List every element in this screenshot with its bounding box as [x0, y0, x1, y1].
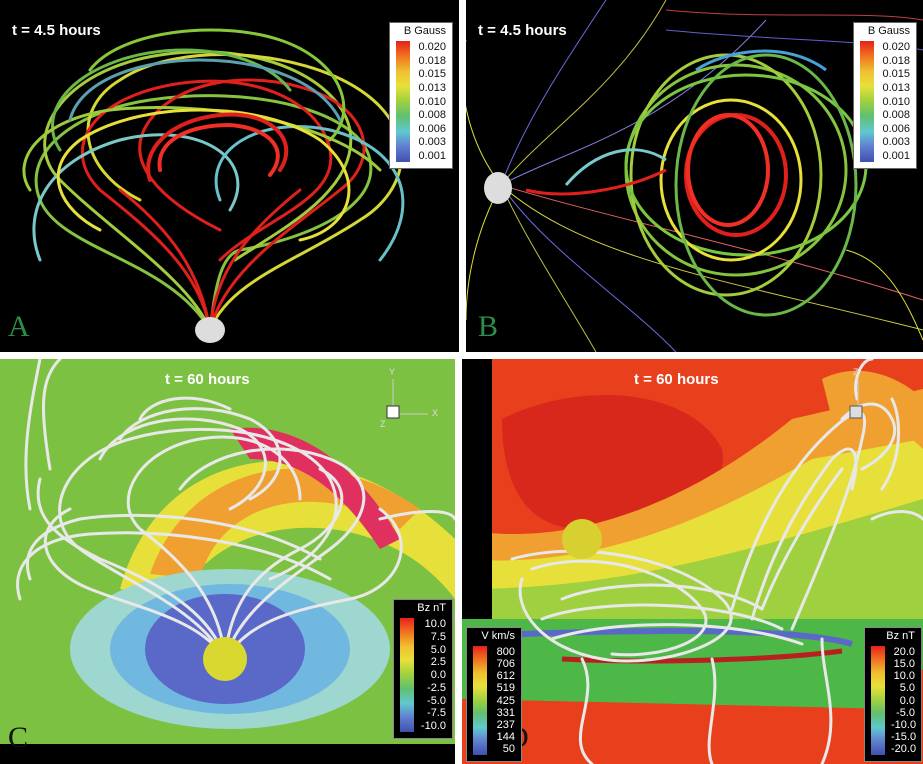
- legDB-tick-label: -10.0: [891, 718, 917, 731]
- panel-d-time-label: t = 60 hours: [634, 371, 719, 388]
- legDV-tick-label: 237: [496, 718, 515, 731]
- legend-d-bz: Bz nT 20.0 15.0 10.0 5.0 0.0 -5.0 -10.0 -15.0 -20…: [864, 627, 922, 762]
- panel-c-letter: C: [8, 721, 29, 754]
- legDB-title: Bz nT: [886, 630, 915, 642]
- panel-c-axis-z-label: Z: [380, 419, 386, 429]
- legend-a: B Gauss 0.020 0.018 0.015 0.013 0.010 0.008 0.0…: [389, 22, 453, 169]
- legC-title: Bz nT: [417, 602, 446, 614]
- legDB-tick-label: 5.0: [899, 682, 915, 695]
- legC-tick-label: -5.0: [427, 694, 446, 707]
- legC-tick-label: -7.5: [427, 707, 446, 720]
- legDV-tick-label: 612: [496, 670, 515, 683]
- legA-tick-label: 0.018: [418, 54, 446, 67]
- legA-tick-label: 0.010: [418, 95, 446, 108]
- legB-tick-label: 0.008: [882, 109, 910, 122]
- legDV-tick-label: 425: [496, 694, 515, 707]
- legB-tick-label: 0.020: [882, 41, 910, 53]
- panel-c-axis-y-label: Y: [389, 367, 396, 377]
- panel-b-letter: B: [478, 310, 499, 343]
- legB-tick-label: 0.010: [882, 95, 910, 108]
- legB-tick-label: 0.003: [882, 136, 910, 149]
- panel-c-axis-x-label: X: [432, 408, 439, 418]
- legDV-color-bar: [473, 646, 487, 755]
- legend-c: Bz nT 10.0 7.5 5.0 2.5 0.0 -2.5 -5.0 -7.5 -10.0: [393, 599, 453, 739]
- legB-tick-label: 0.006: [882, 122, 910, 135]
- legDB-tick-label: -5.0: [896, 706, 915, 719]
- legC-tick-label: 0.0: [430, 669, 446, 681]
- legB-tick-label: 0.013: [882, 81, 910, 94]
- panel-a-time-label: t = 4.5 hours: [12, 22, 101, 39]
- panel-b: t = 4.5 hours B B Gauss 0.020 0.018 0.015 0.…: [466, 0, 923, 352]
- legA-color-bar: [396, 41, 410, 162]
- legDV-tick-label: 519: [496, 682, 515, 695]
- legDB-tick-label: -20.0: [891, 743, 917, 755]
- panel-d: Z t = 60 hours D V km/s80070661251942533…: [462, 359, 923, 764]
- legC-tick-label: 5.0: [430, 643, 446, 656]
- legDB-color-bar: [871, 646, 885, 755]
- legA-tick-label: 0.013: [418, 81, 446, 94]
- legDB-tick-label: 20.0: [893, 646, 915, 658]
- legA-tick-label: 0.008: [418, 109, 446, 122]
- legDB-tick-label: 10.0: [893, 670, 915, 683]
- legend-d-velocity: V km/s 800 706 612 519 425 331 237 144 50: [466, 627, 522, 762]
- legA-tick-label: 0.020: [418, 41, 446, 53]
- panel-c: Y X Z t = 60 hours C Bz nT 10.0 7.5 5.0 2.5 0…: [0, 359, 455, 764]
- legDV-tick-label: 50: [502, 743, 515, 755]
- legDV-tick-label: 331: [496, 706, 515, 719]
- panel-d-contours: [462, 359, 923, 764]
- legDB-tick-label: 15.0: [893, 658, 915, 671]
- legend-b: B Gauss 0.020 0.018 0.015 0.013 0.010 0.008 0.0…: [853, 22, 917, 169]
- legDB-tick-label: 0.0: [899, 694, 915, 707]
- legDV-title: V km/s: [481, 630, 515, 642]
- legDV-tick-label: 144: [496, 730, 515, 743]
- legB-tick-label: 0.001: [882, 150, 910, 162]
- panel-b-field-lines: [466, 0, 923, 352]
- legDV-tick-label: 800: [496, 646, 515, 658]
- legB-tick-label: 0.015: [882, 68, 910, 81]
- legB-color-bar: [860, 41, 874, 162]
- legB-title: B Gauss: [867, 25, 910, 37]
- legB-tick-label: 0.018: [882, 54, 910, 67]
- legA-tick-label: 0.015: [418, 68, 446, 81]
- panel-d-axis-z-label: Z: [853, 367, 859, 377]
- legA-tick-label: 0.003: [418, 136, 446, 149]
- legC-tick-label: -10.0: [420, 720, 446, 732]
- panel-a-field-lines: [22, 28, 405, 343]
- panel-c-contours: [0, 359, 455, 764]
- panel-b-time-label: t = 4.5 hours: [478, 22, 567, 39]
- legC-tick-label: 10.0: [424, 618, 446, 630]
- legDB-tick-label: -15.0: [891, 730, 917, 743]
- legC-color-bar: [400, 618, 414, 732]
- panel-a-letter: A: [8, 310, 30, 343]
- legC-tick-label: 2.5: [430, 656, 446, 669]
- legC-tick-label: 7.5: [430, 630, 446, 643]
- legC-tick-label: -2.5: [427, 681, 446, 694]
- panel-c-time-label: t = 60 hours: [165, 371, 250, 388]
- legA-title: B Gauss: [403, 25, 446, 37]
- legA-tick-label: 0.006: [418, 122, 446, 135]
- legDV-tick-label: 706: [496, 658, 515, 671]
- legA-tick-label: 0.001: [418, 150, 446, 162]
- panel-a: t = 4.5 hours A B Gauss 0.020 0.018 0.015 0.…: [0, 0, 459, 352]
